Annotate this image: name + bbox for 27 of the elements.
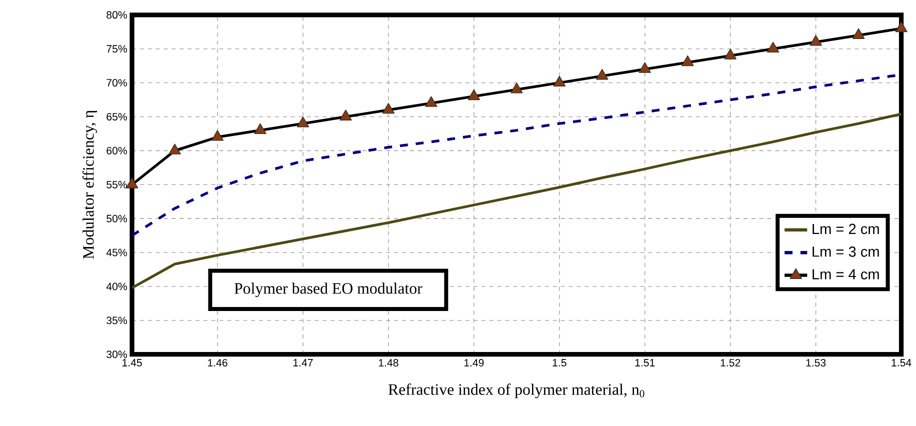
y-tick-label: 30% bbox=[106, 350, 127, 358]
x-tick-label: 1.5 bbox=[552, 359, 566, 366]
x-tick-label: 1.49 bbox=[464, 359, 484, 367]
x-tick-label: 1.47 bbox=[293, 359, 313, 366]
legend-label: Lm = 4 cm bbox=[812, 269, 879, 280]
x-tick-label: 1.46 bbox=[208, 359, 228, 367]
y-tick-label: 40% bbox=[106, 282, 127, 290]
legend-label: Lm = 2 cm bbox=[812, 224, 879, 234]
x-tick-label: 1.51 bbox=[635, 359, 655, 366]
y-tick-label: 35% bbox=[106, 316, 127, 324]
x-tick-label: 1.48 bbox=[378, 359, 398, 367]
y-tick-label: 45% bbox=[106, 248, 127, 256]
y-tick-label: 70% bbox=[106, 79, 127, 87]
x-axis-title: Refractive index of polymer material, n$_{0}$ bbox=[388, 384, 644, 398]
x-tick-label: 1.45 bbox=[122, 359, 142, 366]
x-tick-label: 1.53 bbox=[806, 359, 826, 367]
legend-label: Lm = 3 cm bbox=[812, 246, 879, 257]
y-tick-label: 80% bbox=[106, 11, 127, 19]
y-tick-label: 65% bbox=[106, 113, 127, 121]
y-tick-label: 60% bbox=[106, 147, 127, 155]
y-tick-label: 50% bbox=[106, 214, 127, 222]
x-tick-label: 1.54 bbox=[892, 359, 912, 366]
y-tick-label: 55% bbox=[106, 180, 127, 188]
annotation: Polymer based EO modulator bbox=[234, 282, 422, 298]
y-tick-label: 75% bbox=[106, 45, 127, 53]
y-axis-title: Modulator efficiency, η bbox=[82, 110, 98, 259]
x-tick-label: 1.52 bbox=[720, 359, 740, 367]
